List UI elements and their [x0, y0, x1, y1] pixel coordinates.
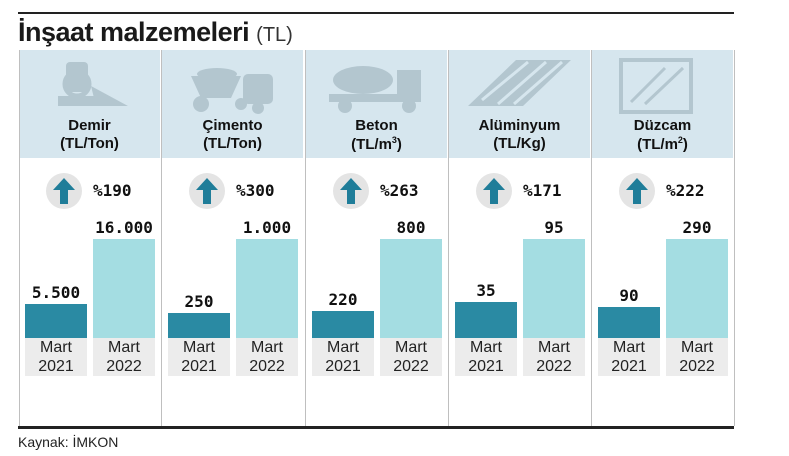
top-rule [18, 12, 734, 14]
aluminium-sheet-icon [468, 60, 571, 106]
bar-2021 [168, 313, 230, 338]
panel-separator [161, 50, 162, 426]
bar-2022 [93, 239, 155, 338]
material-unit: (TL/Ton) [60, 135, 119, 152]
panel-separator [448, 50, 449, 426]
panel-separator [734, 50, 735, 426]
bar-2021 [598, 307, 660, 338]
material-name: Beton [355, 117, 398, 134]
cement-icon [191, 68, 273, 114]
material-unit: (TL/Ton) [203, 135, 262, 152]
value-label: 220 [328, 290, 358, 309]
material-name: Çimento [202, 117, 263, 134]
panel-header: Demir (TL/Ton) [19, 50, 160, 158]
value-label: 16.000 [95, 218, 153, 237]
glass-pane-icon [619, 58, 693, 114]
change-indicator: %222 [592, 173, 733, 209]
up-arrow-icon [46, 173, 82, 209]
title-unit: (TL) [256, 24, 293, 46]
bar-2021 [312, 311, 374, 338]
category-label: Mart 2022 [236, 338, 298, 376]
title-text: İnşaat malzemeleri [18, 17, 250, 47]
bar-2022 [666, 239, 728, 338]
bar-2021 [25, 304, 87, 338]
value-label: 5.500 [31, 283, 81, 302]
source-note: Kaynak: İMKON [18, 434, 119, 450]
value-label: 290 [682, 218, 712, 237]
panel-separator [305, 50, 306, 426]
change-percent: %300 [236, 181, 275, 200]
panel-header: Çimento (TL/Ton) [162, 50, 303, 158]
bottom-rule [18, 426, 734, 429]
change-percent: %263 [380, 181, 419, 200]
category-label: Mart 2022 [523, 338, 585, 376]
up-arrow-icon [619, 173, 655, 209]
concrete-truck-icon [329, 66, 421, 113]
value-label: 800 [396, 218, 426, 237]
steel-icon [58, 62, 128, 106]
value-label: 95 [544, 218, 564, 237]
category-label: Mart 2021 [25, 338, 87, 376]
change-percent: %222 [666, 181, 705, 200]
bar-2022 [236, 239, 298, 338]
category-label: Mart 2021 [312, 338, 374, 376]
material-unit: (TL/m3) [351, 135, 402, 153]
material-name: Alüminyum [478, 117, 561, 134]
chart-title: İnşaat malzemeleri (TL) [18, 17, 293, 48]
panel-header: Düzcam (TL/m2) [592, 50, 733, 158]
change-indicator: %300 [162, 173, 303, 209]
category-label: Mart 2022 [666, 338, 728, 376]
material-name: Demir [68, 117, 111, 134]
material-unit: (TL/m2) [637, 135, 688, 153]
material-unit: (TL/Kg) [493, 135, 546, 152]
category-label: Mart 2021 [598, 338, 660, 376]
bar-2022 [380, 239, 442, 338]
up-arrow-icon [189, 173, 225, 209]
up-arrow-icon [333, 173, 369, 209]
change-percent: %171 [523, 181, 562, 200]
material-name: Düzcam [633, 117, 692, 134]
bar-2021 [455, 302, 517, 338]
change-indicator: %190 [19, 173, 160, 209]
value-label: 90 [619, 286, 639, 305]
change-percent: %190 [93, 181, 132, 200]
category-label: Mart 2022 [93, 338, 155, 376]
value-label: 1.000 [242, 218, 292, 237]
panel-separator [19, 50, 20, 426]
panel-header: Alüminyum (TL/Kg) [449, 50, 590, 158]
change-indicator: %263 [306, 173, 447, 209]
panel-header: Beton (TL/m3) [306, 50, 447, 158]
value-label: 250 [184, 292, 214, 311]
panel-separator [591, 50, 592, 426]
change-indicator: %171 [449, 173, 590, 209]
up-arrow-icon [476, 173, 512, 209]
bar-2022 [523, 239, 585, 338]
category-label: Mart 2021 [168, 338, 230, 376]
category-label: Mart 2022 [380, 338, 442, 376]
category-label: Mart 2021 [455, 338, 517, 376]
value-label: 35 [476, 281, 496, 300]
